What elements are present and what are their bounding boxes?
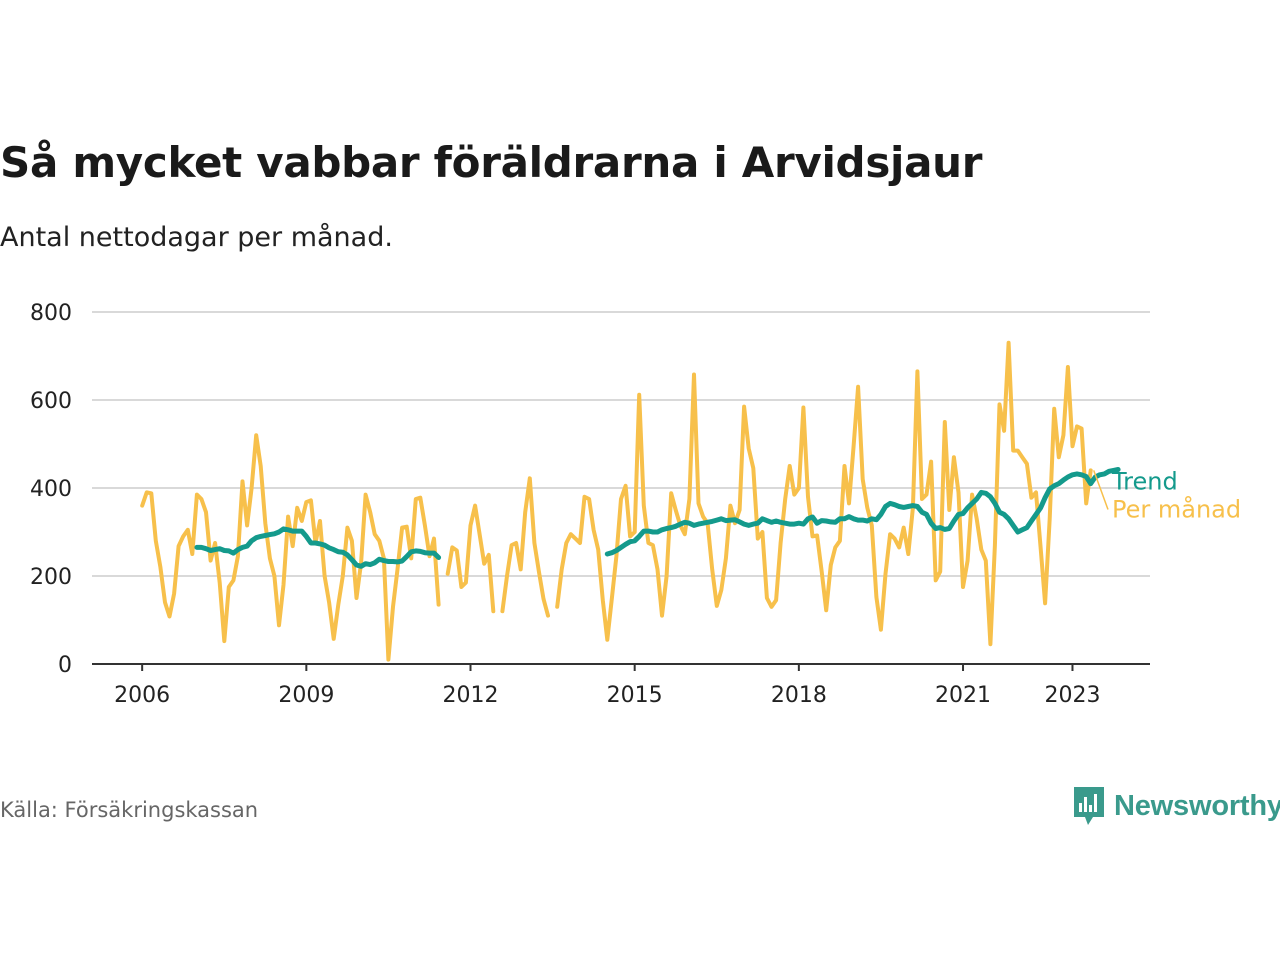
newsworthy-bar-chart-icon (1074, 787, 1104, 825)
x-tick-label: 2023 (1044, 683, 1100, 708)
y-tick-label: 200 (30, 565, 72, 590)
x-tick-label: 2006 (114, 683, 170, 708)
series-label-per-manad: Per månad (1112, 495, 1241, 524)
logo-text: Newsworthy (1114, 789, 1280, 822)
series-label-trend: Trend (1111, 468, 1178, 496)
trend-series-line (194, 467, 1121, 569)
x-tick-label: 2018 (771, 683, 827, 708)
x-tick-label: 2015 (607, 683, 663, 708)
source-note: Källa: Försäkringskassan (0, 798, 259, 822)
y-tick-label: 600 (30, 389, 72, 414)
chart-title: Så mycket vabbar föräldrarna i Arvidsjau… (0, 138, 983, 187)
newsworthy-logo: Newsworthy (1072, 784, 1280, 828)
chart-subtitle: Antal nettodagar per månad. (0, 222, 393, 253)
x-tick-label: 2012 (443, 683, 499, 708)
y-tick-label: 400 (30, 477, 72, 502)
y-tick-label: 0 (58, 653, 72, 678)
x-tick-label: 2009 (278, 683, 334, 708)
x-tick-label: 2021 (935, 683, 991, 708)
series-label-connector (1093, 470, 1109, 510)
monthly-series-line (140, 340, 1093, 662)
y-tick-label: 800 (30, 301, 72, 326)
